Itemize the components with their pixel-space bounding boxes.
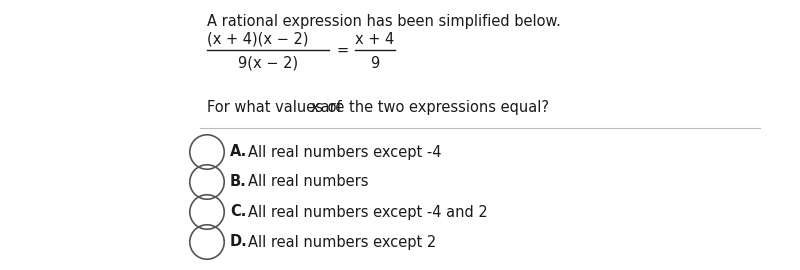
Text: C.: C. <box>230 204 246 220</box>
Text: For what values of: For what values of <box>207 100 346 115</box>
Text: All real numbers: All real numbers <box>248 174 369 190</box>
Text: (x + 4)(x − 2): (x + 4)(x − 2) <box>207 32 309 47</box>
Text: D.: D. <box>230 235 248 249</box>
Text: B.: B. <box>230 174 246 190</box>
Point <box>201 180 214 184</box>
Point <box>201 240 214 244</box>
Point <box>201 150 214 154</box>
Text: x + 4: x + 4 <box>355 32 394 47</box>
Text: All real numbers except -4: All real numbers except -4 <box>248 144 442 160</box>
Text: =: = <box>337 42 349 58</box>
Text: are the two expressions equal?: are the two expressions equal? <box>316 100 549 115</box>
Text: A.: A. <box>230 144 247 160</box>
Text: x: x <box>310 100 318 115</box>
Text: All real numbers except -4 and 2: All real numbers except -4 and 2 <box>248 204 488 220</box>
Text: A rational expression has been simplified below.: A rational expression has been simplifie… <box>207 14 561 29</box>
Point <box>201 210 214 214</box>
Text: All real numbers except 2: All real numbers except 2 <box>248 235 436 249</box>
Text: 9(x − 2): 9(x − 2) <box>238 56 298 71</box>
Text: 9: 9 <box>370 56 380 71</box>
